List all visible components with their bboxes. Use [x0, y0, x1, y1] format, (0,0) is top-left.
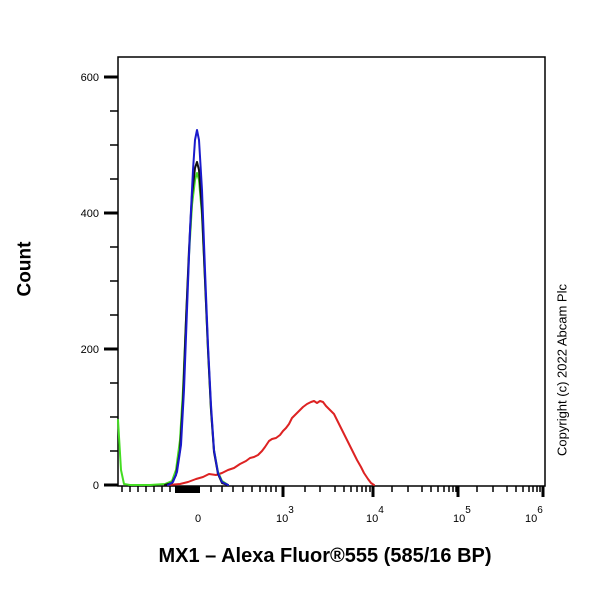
x-tick-1e3: 103 — [276, 505, 294, 525]
y-tick-labels: 600 400 200 0 — [81, 72, 99, 492]
x-axis-label: MX1 – Alexa Fluor®555 (585/16 BP) — [158, 545, 492, 567]
x-tick-1e5: 105 — [453, 505, 471, 525]
x-tick-1e4: 104 — [366, 505, 384, 525]
y-tick-400: 400 — [81, 208, 99, 220]
y-tick-200: 200 — [81, 344, 99, 356]
series-green — [117, 172, 229, 486]
y-tick-0: 0 — [93, 480, 99, 492]
histogram-series — [117, 129, 375, 486]
series-blue — [167, 129, 229, 486]
y-tick-600: 600 — [81, 72, 99, 84]
plot-frame — [117, 56, 546, 487]
x-tick-0: 0 — [195, 513, 201, 525]
copyright-notice: Copyright (c) 2022 Abcam Plc — [554, 284, 570, 456]
copyright-container: Copyright (c) 2022 Abcam Plc — [553, 245, 571, 495]
x-tick-1e6: 106 — [525, 505, 543, 525]
y-axis-label: Count — [14, 241, 36, 297]
y-axis — [104, 75, 118, 487]
x-tick-labels: 0 103 104 105 106 — [195, 505, 543, 525]
x-axis — [121, 486, 545, 497]
series-black — [164, 161, 229, 486]
series-red — [167, 400, 375, 486]
